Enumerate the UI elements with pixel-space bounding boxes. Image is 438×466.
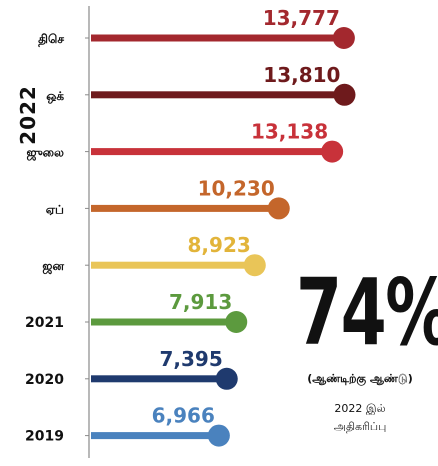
value-label: 7,395: [159, 347, 222, 371]
lollipop-dot: [321, 140, 344, 163]
highlight-subtitle: (ஆண்டிற்கு ஆண்டு): [307, 372, 413, 385]
lollipop-dot: [215, 367, 238, 390]
value-label: 13,810: [263, 63, 340, 87]
lollipop-stick: [91, 318, 237, 326]
lollipop-dot: [243, 254, 266, 277]
value-label: 7,913: [169, 290, 232, 314]
value-label: 8,923: [188, 233, 251, 257]
lollipop-dot: [267, 197, 290, 220]
highlight-note-line1: 2022 இல்: [334, 402, 386, 415]
category-label: திசெ: [38, 32, 64, 47]
lollipop-stick: [91, 34, 344, 42]
lollipop-stick: [91, 204, 279, 212]
lollipop-stick: [91, 375, 227, 383]
category-label: 2020: [25, 372, 64, 388]
highlight-percentage: 74%: [296, 259, 438, 366]
lollipop-stick: [91, 432, 219, 440]
lollipop-dot: [333, 83, 356, 106]
category-label: ஜன: [42, 259, 64, 274]
lollipop-dot: [332, 27, 355, 49]
lollipop-stick: [91, 148, 333, 156]
highlight-note-line2: அதிகரிப்பு: [333, 420, 387, 433]
lollipop-stick: [91, 261, 255, 269]
category-label: 2019: [25, 429, 64, 445]
value-label: 13,138: [251, 120, 328, 144]
category-label: ஏப்: [46, 202, 64, 216]
lollipop-dot: [207, 424, 230, 447]
value-label: 13,777: [263, 6, 340, 30]
category-label: 2021: [25, 315, 64, 331]
category-label: ஜுலை: [26, 146, 64, 161]
lollipop-dot: [225, 311, 248, 333]
lollipop-stick: [91, 91, 345, 99]
category-label: ஒக்: [46, 89, 64, 104]
value-label: 10,230: [198, 176, 275, 200]
year-group-label: 2022: [16, 85, 40, 145]
value-label: 6,966: [152, 404, 215, 428]
